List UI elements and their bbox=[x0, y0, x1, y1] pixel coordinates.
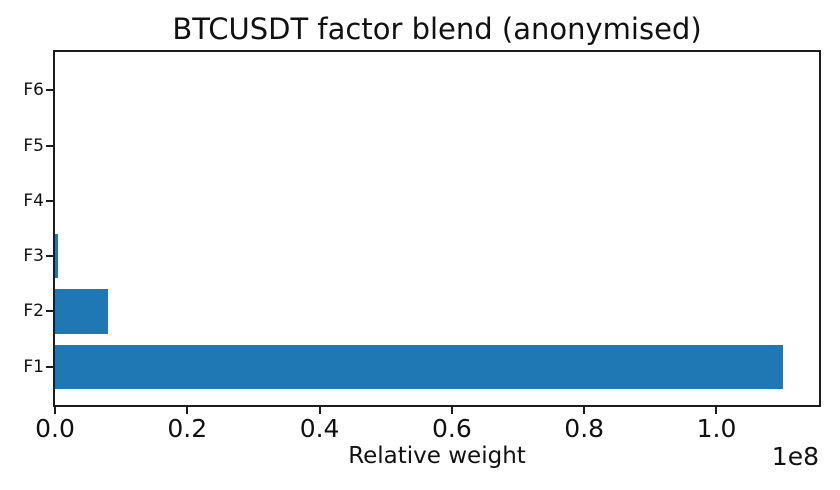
y-tick-mark bbox=[46, 365, 53, 368]
y-tick-label-f1: F1 bbox=[23, 356, 44, 377]
plot-inner bbox=[55, 52, 819, 405]
y-tick-label-f2: F2 bbox=[23, 301, 44, 322]
x-tick-label: 1.0 bbox=[696, 414, 737, 443]
x-tick-label: 0.2 bbox=[167, 414, 208, 443]
x-tick-label: 0.0 bbox=[35, 414, 75, 443]
plot-area bbox=[53, 50, 821, 407]
x-tick-label: 0.8 bbox=[564, 414, 605, 443]
x-axis-label: Relative weight bbox=[348, 443, 526, 469]
y-tick-label-f5: F5 bbox=[23, 135, 44, 156]
x-tick-mark bbox=[715, 407, 718, 414]
y-tick-label-f3: F3 bbox=[23, 246, 44, 267]
y-tick-mark bbox=[46, 199, 53, 202]
y-tick-mark bbox=[46, 255, 53, 258]
y-tick-label-f4: F4 bbox=[23, 190, 44, 211]
bar-f1 bbox=[55, 344, 783, 389]
y-tick-mark bbox=[46, 89, 53, 92]
axis-offset-label: 1e8 bbox=[771, 442, 819, 471]
y-tick-label-f6: F6 bbox=[23, 80, 44, 101]
bar-f3 bbox=[55, 234, 58, 279]
bar-f2 bbox=[55, 289, 108, 334]
y-tick-mark bbox=[46, 310, 53, 313]
x-tick-mark bbox=[583, 407, 586, 414]
x-tick-label: 0.4 bbox=[299, 414, 340, 443]
x-tick-label: 0.6 bbox=[431, 414, 472, 443]
x-tick-mark bbox=[450, 407, 453, 414]
y-tick-mark bbox=[46, 144, 53, 147]
x-tick-mark bbox=[54, 407, 56, 414]
x-tick-mark bbox=[318, 407, 321, 414]
x-tick-mark bbox=[186, 407, 189, 414]
chart-title: BTCUSDT factor blend (anonymised) bbox=[172, 12, 702, 46]
